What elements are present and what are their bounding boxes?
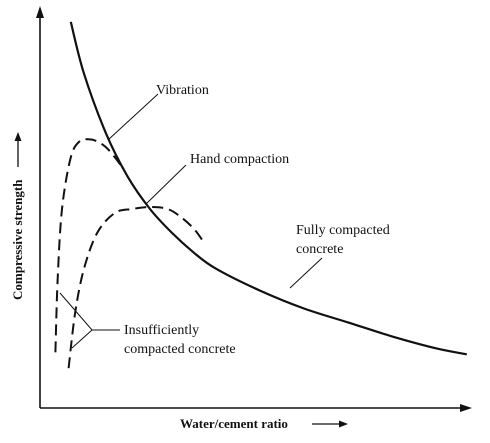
y-axis-arrowhead [36, 6, 44, 18]
x-axis-title: Water/cement ratio [180, 416, 288, 431]
fully-compacted-annotation-line1: Fully compacted [296, 223, 390, 238]
x-axis-title-group: Water/cement ratio [180, 416, 348, 431]
axes [36, 6, 472, 412]
fully-compacted-leader-line [289, 257, 323, 289]
annotations: Vibration Hand compaction Fully compacte… [124, 83, 390, 357]
fully-compacted-annotation-line2: concrete [296, 242, 343, 257]
x-axis-arrowhead [460, 404, 472, 412]
hand-compaction-annotation: Hand compaction [190, 152, 289, 167]
series-line-vibration [54, 138, 125, 353]
series-layer [54, 21, 468, 369]
series-line-hand-compaction [67, 205, 204, 369]
insufficient-leader-line-2 [71, 329, 93, 349]
hand-leader-line [145, 164, 187, 205]
series-line-fully-compacted-concrete [69, 21, 468, 356]
y-axis-title-group: Compressive strength [10, 132, 25, 300]
insufficient-annotation-line1: Insufficiently [124, 323, 199, 338]
leader-lines [59, 93, 323, 349]
insufficient-annotation-line2: compacted concrete [124, 342, 236, 357]
y-title-arrowhead [14, 132, 22, 141]
vibration-annotation: Vibration [156, 83, 209, 98]
y-axis-title: Compressive strength [10, 179, 25, 300]
vibration-leader-line [107, 93, 159, 141]
insufficient-leader-line-1 [59, 292, 120, 331]
x-title-arrowhead [339, 420, 348, 428]
